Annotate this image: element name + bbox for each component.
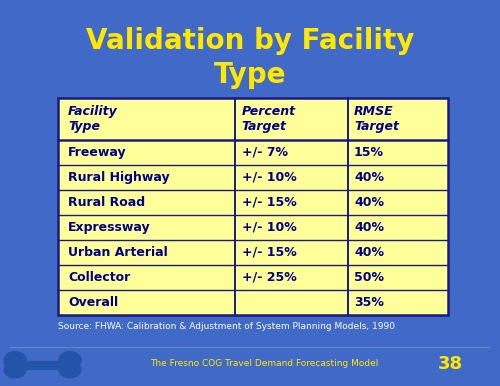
Text: Freeway: Freeway <box>68 146 127 159</box>
Text: Rural Highway: Rural Highway <box>68 171 170 183</box>
Circle shape <box>59 361 81 378</box>
Text: 38: 38 <box>438 356 462 373</box>
Text: Percent
Target: Percent Target <box>242 105 296 133</box>
Text: Source: FHWA: Calibration & Adjustment of System Planning Models, 1990: Source: FHWA: Calibration & Adjustment o… <box>58 322 394 330</box>
Text: +/- 25%: +/- 25% <box>242 271 296 284</box>
Bar <box>15 361 70 369</box>
Text: +/- 15%: +/- 15% <box>242 196 296 208</box>
Text: 40%: 40% <box>354 220 384 234</box>
Text: Rural Road: Rural Road <box>68 196 146 208</box>
Text: 40%: 40% <box>354 196 384 208</box>
Text: 50%: 50% <box>354 271 384 284</box>
Text: RMSE
Target: RMSE Target <box>354 105 399 133</box>
Text: +/- 7%: +/- 7% <box>242 146 288 159</box>
Text: Type: Type <box>214 61 286 89</box>
Text: 40%: 40% <box>354 171 384 183</box>
Text: Validation by Facility: Validation by Facility <box>86 27 414 54</box>
Text: Facility
Type: Facility Type <box>68 105 118 133</box>
Text: 40%: 40% <box>354 245 384 259</box>
Text: +/- 15%: +/- 15% <box>242 245 296 259</box>
Text: 35%: 35% <box>354 296 384 308</box>
Circle shape <box>4 361 26 378</box>
Text: Overall: Overall <box>68 296 118 308</box>
Circle shape <box>59 352 81 369</box>
Text: Collector: Collector <box>68 271 130 284</box>
Text: Expressway: Expressway <box>68 220 151 234</box>
Bar <box>58 98 448 315</box>
Circle shape <box>4 352 26 369</box>
Text: Urban Arterial: Urban Arterial <box>68 245 168 259</box>
Text: The Fresno COG Travel Demand Forecasting Model: The Fresno COG Travel Demand Forecasting… <box>150 359 378 368</box>
Text: +/- 10%: +/- 10% <box>242 171 296 183</box>
Text: +/- 10%: +/- 10% <box>242 220 296 234</box>
Text: 15%: 15% <box>354 146 384 159</box>
